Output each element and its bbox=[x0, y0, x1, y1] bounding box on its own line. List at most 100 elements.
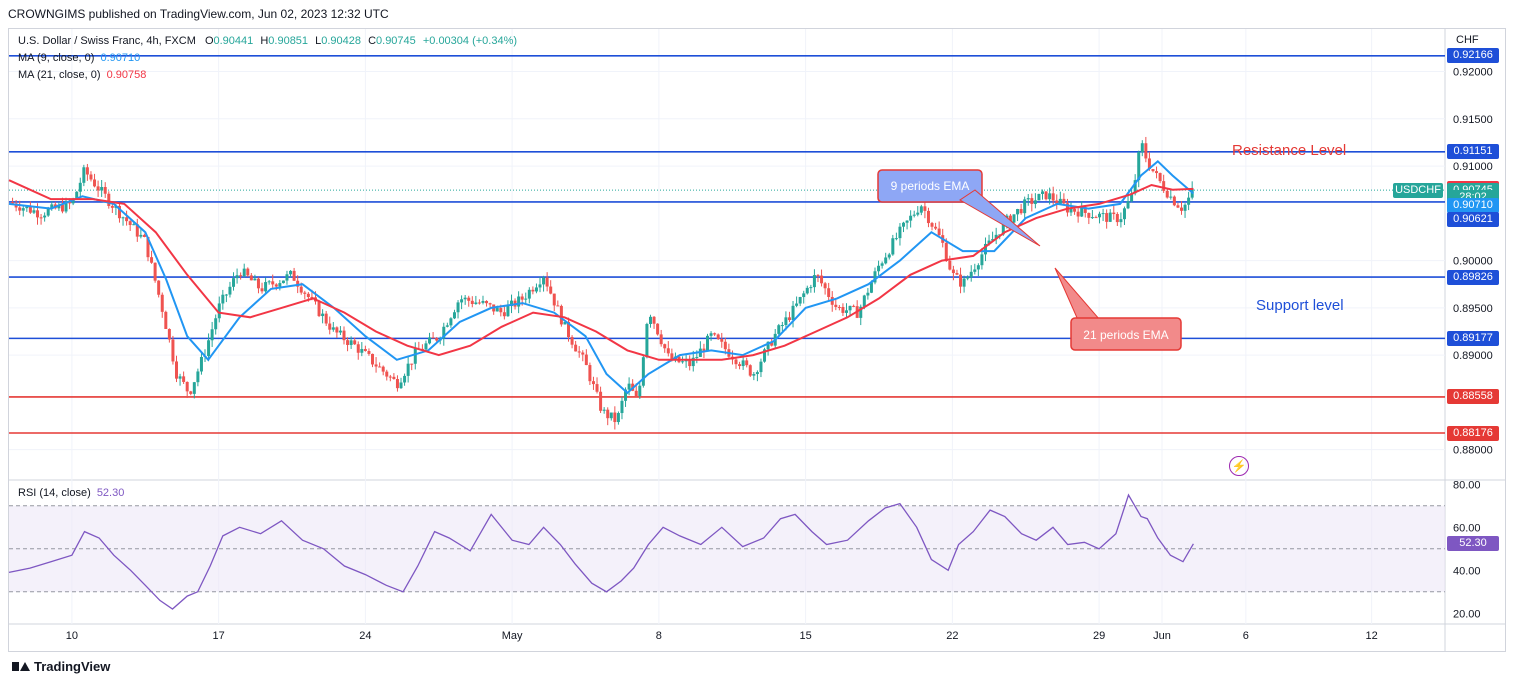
candle-body bbox=[538, 284, 542, 288]
candle-body bbox=[545, 277, 549, 287]
tradingview-logo[interactable]: TradingView bbox=[12, 659, 110, 674]
candle-body bbox=[485, 300, 489, 304]
low-value: 0.90428 bbox=[321, 35, 361, 47]
candle-body bbox=[944, 242, 948, 261]
x-tick-label: 24 bbox=[359, 630, 371, 642]
candle-body bbox=[228, 286, 232, 295]
candle-body bbox=[395, 379, 399, 389]
candle-body bbox=[117, 205, 121, 219]
ma21-legend[interactable]: MA (21, close, 0) 0.90758 bbox=[18, 69, 146, 81]
price-badge: 0.89177 bbox=[1447, 330, 1499, 346]
candle-body bbox=[182, 376, 186, 382]
x-tick-label: 29 bbox=[1093, 630, 1105, 642]
candle-body bbox=[463, 297, 467, 300]
candle-body bbox=[891, 238, 895, 255]
candle-body bbox=[816, 275, 820, 277]
candle-body bbox=[898, 226, 902, 239]
candle-body bbox=[78, 182, 82, 192]
candle-body bbox=[460, 299, 464, 303]
candle-body bbox=[36, 210, 40, 218]
symbol-name[interactable]: U.S. Dollar / Swiss Franc, 4h, FXCM bbox=[18, 35, 196, 47]
candle-body bbox=[1158, 173, 1162, 182]
candle-body bbox=[132, 224, 136, 226]
candle-body bbox=[481, 300, 485, 303]
ema21-callout-pointer bbox=[1054, 267, 1102, 321]
candle-body bbox=[82, 167, 86, 183]
lightning-icon[interactable]: ⚡ bbox=[1229, 456, 1249, 476]
candle-body bbox=[862, 295, 866, 307]
candle-body bbox=[919, 206, 923, 213]
candle-body bbox=[196, 371, 200, 383]
candle-body bbox=[178, 376, 182, 379]
currency-label[interactable]: CHF bbox=[1456, 34, 1479, 46]
candle-body bbox=[385, 371, 389, 377]
candle-body bbox=[374, 364, 378, 367]
candle-body bbox=[360, 349, 364, 353]
candle-body bbox=[1033, 200, 1037, 204]
ma9-legend[interactable]: MA (9, close, 0) 0.90710 bbox=[18, 52, 140, 64]
candle-body bbox=[1187, 197, 1191, 205]
candle-body bbox=[135, 224, 139, 237]
candle-body bbox=[452, 312, 456, 319]
candle-body bbox=[691, 357, 695, 367]
candle-body bbox=[292, 270, 296, 281]
candle-body bbox=[342, 330, 346, 341]
candle-body bbox=[556, 305, 560, 307]
candle-body bbox=[577, 351, 581, 353]
candle-body bbox=[517, 296, 521, 307]
candle-body bbox=[18, 207, 22, 211]
candle-body bbox=[524, 298, 528, 300]
candle-body bbox=[848, 305, 852, 311]
y-tick-label: 0.89500 bbox=[1453, 303, 1493, 315]
candle-body bbox=[602, 409, 606, 411]
candle-body bbox=[798, 297, 802, 304]
candle-body bbox=[923, 206, 927, 211]
candle-body bbox=[217, 303, 221, 319]
candle-body bbox=[363, 349, 367, 351]
candle-body bbox=[442, 326, 446, 339]
change-value: +0.00304 (+0.34%) bbox=[422, 35, 518, 47]
candle-body bbox=[869, 282, 873, 293]
candle-body bbox=[645, 324, 649, 358]
candle-body bbox=[720, 339, 724, 342]
candle-body bbox=[239, 275, 243, 277]
candle-body bbox=[281, 280, 285, 284]
candle-body bbox=[399, 382, 403, 389]
high-value: 0.90851 bbox=[268, 35, 309, 47]
candle-body bbox=[1169, 196, 1173, 198]
ma21-value: 0.90758 bbox=[106, 69, 147, 81]
candle-body bbox=[763, 349, 767, 362]
candle-body bbox=[752, 374, 756, 376]
candle-body bbox=[837, 306, 841, 308]
rsi-legend[interactable]: RSI (14, close) 52.30 bbox=[18, 487, 124, 499]
candle-body bbox=[695, 356, 699, 358]
candle-body bbox=[60, 204, 64, 212]
ema9-callout-pointer bbox=[959, 189, 1041, 247]
candle-body bbox=[641, 357, 645, 386]
candle-body bbox=[157, 280, 161, 295]
candle-body bbox=[1037, 193, 1041, 201]
candle-body bbox=[502, 312, 506, 317]
candle-body bbox=[192, 382, 196, 394]
candle-body bbox=[574, 344, 578, 352]
candle-body bbox=[474, 302, 478, 305]
candle-body bbox=[285, 274, 289, 281]
x-tick-label: 15 bbox=[799, 630, 811, 642]
candle-body bbox=[1133, 180, 1137, 194]
candle-body bbox=[902, 222, 906, 227]
candle-body bbox=[445, 325, 449, 327]
candle-body bbox=[1090, 217, 1094, 219]
candle-body bbox=[100, 187, 104, 191]
candle-body bbox=[431, 337, 435, 339]
price-badge: USDCHF bbox=[1393, 182, 1443, 198]
candle-body bbox=[1137, 152, 1141, 181]
candle-body bbox=[449, 318, 453, 326]
x-tick-label: May bbox=[502, 630, 523, 642]
candle-body bbox=[349, 340, 353, 345]
close-value: 0.90745 bbox=[376, 35, 416, 47]
candle-body bbox=[1083, 207, 1087, 213]
candle-body bbox=[1073, 208, 1077, 212]
price-badge: 0.90710 bbox=[1447, 198, 1499, 214]
candle-body bbox=[1001, 221, 1005, 235]
